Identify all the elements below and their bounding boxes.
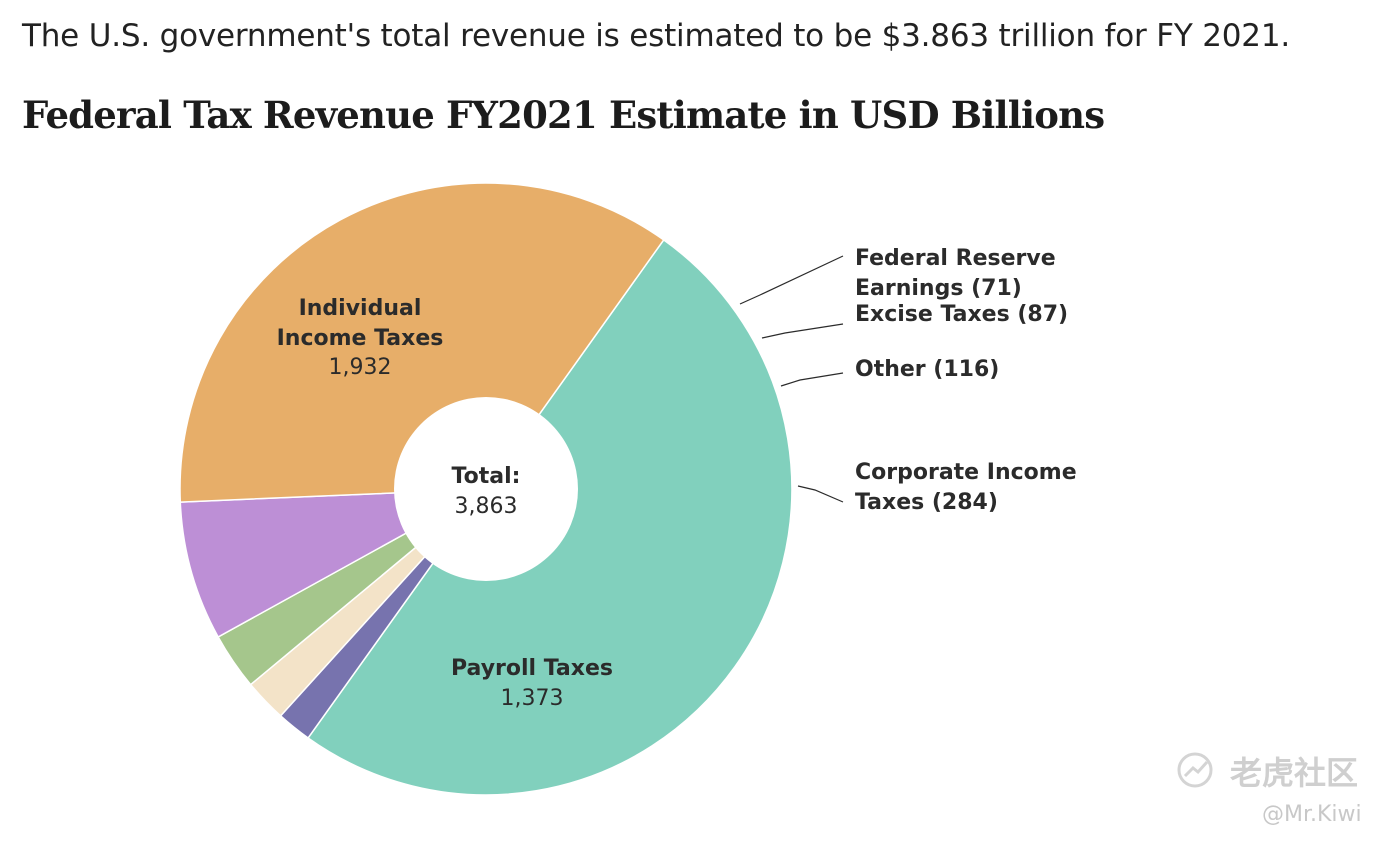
intro-text: The U.S. government's total revenue is e… [22,18,1290,54]
slice-payroll-taxes [179,182,665,503]
label-payroll-name: Payroll Taxes [451,656,613,681]
center-total-value: 3,863 [455,494,518,519]
label-corporate-2: Taxes (284) [855,490,998,515]
label-fed-reserve-2: Earnings (71) [855,276,1022,301]
leader-fed-reserve [739,255,844,305]
watermark-handle: @Mr.Kiwi [1262,802,1362,827]
watermark-logo-icon [1177,752,1213,788]
chart-title: Federal Tax Revenue FY2021 Estimate in U… [22,93,1105,137]
donut-hole [394,397,578,581]
label-excise: Excise Taxes (87) [855,302,1068,327]
label-fed-reserve-1: Federal Reserve [855,246,1056,271]
label-individual-name-2: Income Taxes [277,326,444,351]
leader-excise [761,323,844,339]
label-corporate-1: Corporate Income [855,460,1077,485]
watermark-brand: 老虎社区 [1230,754,1359,792]
center-total-label: Total: [452,464,521,489]
leader-corporate [797,485,844,503]
label-individual-name-1: Individual [299,296,422,321]
label-other: Other (116) [855,357,999,382]
leader-other [780,372,844,387]
label-payroll-value: 1,373 [501,686,564,711]
label-individual-value: 1,932 [329,355,392,380]
